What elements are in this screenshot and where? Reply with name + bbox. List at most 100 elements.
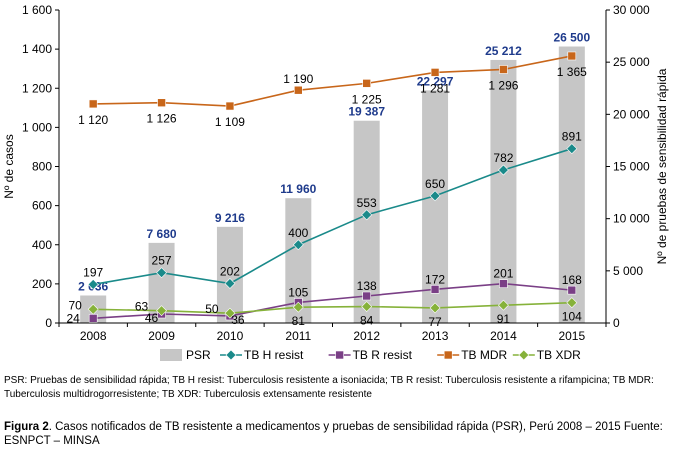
point-tb-xdr-2012: [361, 301, 373, 312]
point-tb-h-resist-2013: [429, 190, 441, 202]
point-tb-xdr-2013: [429, 302, 441, 314]
point-tb-mdr-2012: [362, 79, 371, 88]
bar-label-psr: 7 680: [147, 227, 177, 241]
y-tick-label-right: 30 000: [613, 3, 650, 17]
data-label-tb-xdr: 77: [428, 315, 442, 329]
y-tick-label-left: 1 000: [22, 120, 52, 134]
legend-label-tb-r-resist: TB R resist: [353, 348, 413, 362]
data-label-tb-xdr: 70: [69, 298, 83, 312]
point-tb-mdr-2013: [430, 68, 440, 77]
legend-label-tb-xdr: TB XDR: [537, 348, 581, 362]
bar-label-psr: 9 216: [215, 211, 245, 225]
line-tb-h-resist: [93, 147, 573, 286]
bar-psr-2012: [353, 120, 380, 323]
y-tick-label-left: 0: [45, 316, 52, 330]
data-label-tb-r-resist: 172: [425, 272, 445, 286]
point-tb-r-resist-2012: [362, 291, 371, 301]
bar-label-psr: 19 387: [348, 105, 385, 119]
y-tick-label-left: 800: [32, 160, 52, 174]
point-tb-xdr-2008: [87, 303, 99, 315]
x-tick-label: 2011: [285, 329, 311, 343]
x-tick-label: 2010: [217, 329, 244, 343]
x-tick-label: 2009: [148, 329, 175, 343]
data-label-tb-h-resist: 400: [288, 226, 308, 240]
data-label-tb-xdr: 84: [360, 314, 374, 328]
data-label-tb-h-resist: 782: [493, 151, 513, 165]
point-tb-r-resist-2014: [499, 279, 508, 288]
y-tick-label-right: 10 000: [613, 212, 650, 226]
y-axis-label-left: Nº de casos: [2, 134, 16, 198]
x-tick-label: 2014: [490, 329, 517, 343]
x-tick-label: 2015: [558, 329, 585, 343]
abbreviations-note: PSR: Pruebas de sensibilidad rápida; TB …: [4, 375, 654, 400]
chart-svg: 0 200 400 600 800 1 000 1 200 1 400 1 600 0 5 000 1…: [2, 3, 669, 362]
data-label-tb-h-resist: 197: [83, 265, 103, 279]
data-label-tb-r-resist: 168: [562, 273, 582, 287]
data-label-tb-mdr: 1 296: [488, 78, 518, 92]
y-tick-label-right: 25 000: [613, 55, 650, 69]
line-tb-xdr: [93, 301, 572, 315]
point-tb-r-resist-2013: [430, 285, 440, 294]
line-tb-r-resist: [93, 282, 572, 320]
data-label-tb-xdr: 63: [135, 300, 149, 314]
data-label-tb-r-resist: 46: [145, 311, 159, 325]
bar-label-psr: 25 212: [485, 44, 522, 58]
data-label-tb-h-resist: 650: [425, 177, 445, 191]
point-tb-mdr-2011: [294, 85, 303, 95]
data-label-tb-r-resist: 36: [231, 313, 245, 327]
point-tb-xdr-2009: [156, 305, 167, 317]
y-tick-label-left: 400: [32, 238, 52, 252]
point-tb-h-resist-2011: [292, 239, 304, 251]
legend-swatch-psr: [160, 349, 182, 361]
point-tb-xdr-2014: [498, 299, 509, 311]
data-label-tb-mdr: 1 126: [147, 112, 177, 126]
y-tick-label-right: 0: [613, 316, 620, 330]
data-label-tb-xdr: 50: [205, 302, 219, 316]
caption-label: Figura 2: [4, 421, 49, 433]
legend-label-tb-h-resist: TB H resist: [244, 348, 304, 362]
data-label-tb-mdr: 1 120: [78, 113, 108, 127]
y-tick-label-left: 200: [32, 277, 52, 291]
legend-marker-tb-r-resist: [335, 350, 344, 360]
data-label-tb-r-resist: 105: [288, 285, 308, 299]
data-label-tb-r-resist: 138: [357, 279, 377, 293]
y-tick-label-right: 20 000: [613, 107, 650, 121]
point-tb-xdr-2015: [566, 297, 578, 309]
figure-caption: Figura 2. Casos notificados de TB resist…: [4, 420, 674, 448]
y-tick-label-left: 1 400: [22, 42, 52, 56]
y-tick-label-right: 15 000: [613, 160, 650, 174]
caption-text: . Casos notificados de TB resistente a m…: [4, 421, 663, 447]
legend-marker-tb-mdr: [443, 350, 453, 360]
point-tb-r-resist-2008: [88, 314, 98, 323]
bar-label-psr: 22 297: [417, 74, 454, 88]
point-tb-h-resist-2009: [156, 267, 167, 279]
y-axis-label-right: Nº de pruebas de sensibilidad rápida: [655, 68, 669, 264]
point-tb-mdr-2010: [225, 101, 235, 111]
data-label-tb-xdr: 81: [292, 314, 306, 328]
line-tb-mdr: [93, 55, 572, 107]
data-label-tb-r-resist: 24: [67, 311, 81, 325]
point-tb-h-resist-2012: [361, 209, 373, 221]
x-tick-label: 2012: [353, 329, 380, 343]
y-tick-label-left: 600: [32, 199, 52, 213]
data-label-tb-mdr: 1 225: [352, 92, 382, 106]
point-tb-h-resist-2014: [498, 164, 509, 176]
y-tick-label-right: 5 000: [613, 264, 643, 278]
x-tick-label: 2008: [80, 329, 107, 343]
y-tick-label-left: 1 600: [22, 3, 52, 17]
point-tb-mdr-2008: [88, 99, 98, 109]
bar-psr-2014: [490, 59, 517, 323]
bar-psr-2013: [422, 90, 449, 323]
point-tb-h-resist-2008: [87, 279, 99, 290]
point-tb-mdr-2014: [499, 65, 508, 74]
data-label-tb-r-resist: 201: [493, 267, 513, 281]
legend-marker-tb-h-resist: [225, 349, 237, 361]
point-tb-mdr-2015: [567, 51, 577, 61]
data-label-tb-h-resist: 553: [357, 196, 377, 210]
data-label-tb-h-resist: 891: [562, 130, 582, 144]
bar-psr-2010: [216, 226, 243, 323]
y-tick-label-left: 1 200: [22, 81, 52, 95]
point-tb-h-resist-2010: [224, 278, 236, 289]
data-label-tb-mdr: 1 109: [215, 115, 245, 129]
legend-label-psr: PSR: [186, 348, 211, 362]
